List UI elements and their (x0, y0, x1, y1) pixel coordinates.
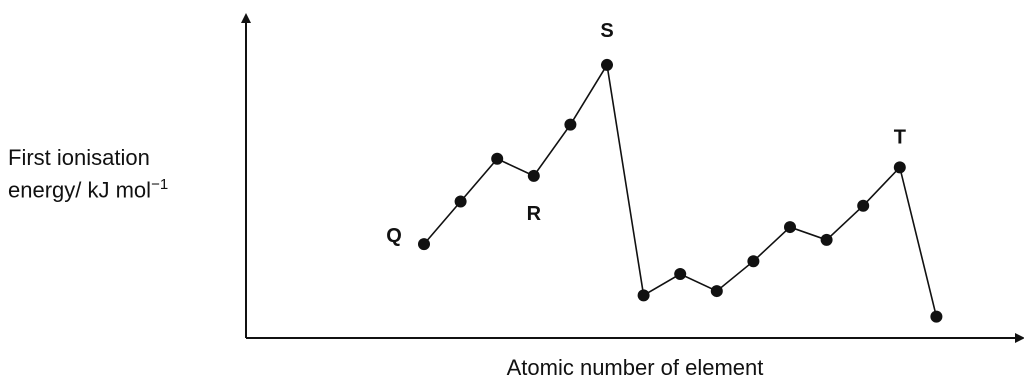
data-point-12 (820, 233, 833, 246)
data-point-10 (747, 255, 760, 268)
y-axis-label-line1: First ionisation (8, 145, 150, 170)
data-point-1 (418, 238, 430, 251)
y-axis-label-sup: −1 (151, 176, 169, 193)
data-point-4 (527, 169, 540, 182)
data-point-15 (930, 310, 943, 323)
point-label-t: T (894, 126, 906, 148)
y-axis-label: First ionisation energy/ kJ mol−1 (8, 144, 223, 203)
data-point-8 (674, 268, 687, 280)
data-point-9 (710, 285, 723, 298)
data-point-3 (491, 152, 504, 165)
x-axis-label: Atomic number of element (506, 355, 764, 380)
data-point-11 (784, 221, 796, 234)
data-point-13 (857, 199, 870, 212)
data-point-5 (564, 118, 577, 131)
data-points (418, 58, 943, 323)
data-point-6 (601, 58, 613, 71)
point-label-r: R (527, 203, 542, 225)
y-axis-label-line2: energy/ kJ mol (8, 177, 152, 203)
data-point-14 (893, 161, 906, 174)
point-label-s: S (600, 20, 613, 42)
point-labels: Q R S T (386, 20, 906, 247)
data-point-2 (454, 195, 467, 208)
point-label-q: Q (386, 225, 402, 247)
data-point-7 (637, 289, 650, 302)
